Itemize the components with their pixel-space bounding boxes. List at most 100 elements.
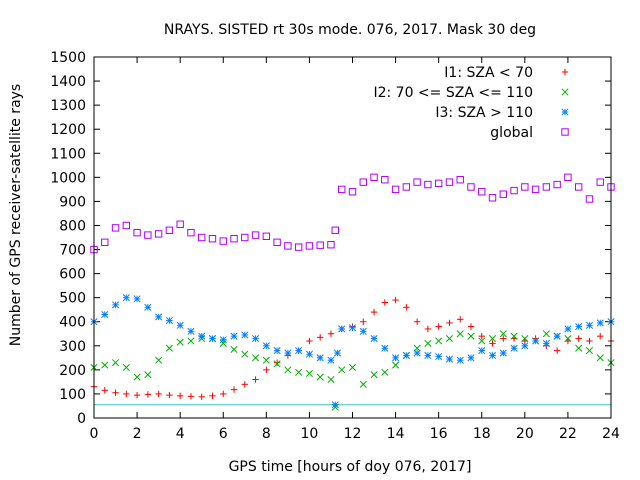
x-tick-label: 6 [219,426,228,442]
series-3 [90,294,615,409]
star-marker [435,353,443,361]
star-marker [219,336,227,344]
cross-marker [230,345,238,353]
cross-marker [187,337,195,345]
square-marker [553,180,561,189]
star-marker [305,350,313,358]
star-marker [553,332,561,340]
square-marker [585,195,594,203]
x-tick-label: 4 [176,426,185,442]
star-marker [413,349,421,357]
plus-marker [575,335,582,342]
y-tick-label: 0 [77,411,86,427]
x-tick-label: 12 [344,426,362,442]
cross-marker [392,361,400,369]
plus-marker [252,376,259,383]
cross-marker [101,361,109,369]
plus-marker [457,316,464,323]
square-marker [478,188,486,196]
plus-marker [306,337,313,345]
y-tick-label: 200 [59,363,86,379]
cross-marker [295,368,303,376]
plus-marker [155,390,162,398]
cross-marker [521,335,529,343]
star-marker [381,344,389,352]
plus-marker [166,391,173,399]
y-tick-label: 400 [59,315,86,331]
x-tick-label: 14 [387,426,405,442]
square-marker [101,238,109,247]
plus-marker [263,366,270,374]
legend-label: I1: SZA < 70 [444,65,533,81]
axis-ticks [93,56,612,419]
plus-marker [230,386,238,393]
plus-marker [209,392,216,400]
square-marker [574,183,583,191]
square-marker [359,178,367,186]
cross-marker [424,339,432,347]
x-tick-label: 22 [559,426,577,442]
cross-marker [456,330,464,338]
cross-marker [338,366,346,374]
square-marker [154,230,163,238]
series-layer [90,173,615,411]
star-marker [333,349,341,357]
star-marker [338,325,346,333]
cross-marker [435,337,443,345]
star-marker [273,347,281,355]
cross-marker [585,347,594,355]
y-tick-label: 1400 [50,74,86,90]
square-marker [316,241,324,249]
cross-marker [327,375,335,384]
star-marker [111,301,120,309]
star-marker [564,325,572,333]
cross-marker [284,366,292,374]
square-marker [402,183,411,191]
cross-marker [262,356,270,364]
star-marker [241,331,249,339]
square-marker [467,183,475,191]
plus-marker [500,335,507,342]
cross-marker [478,337,486,345]
star-marker [187,327,195,335]
star-marker [331,401,339,409]
star-marker [295,347,303,355]
star-marker [101,310,109,319]
square-marker [262,232,271,240]
plus-marker [586,337,593,345]
star-marker [488,351,497,359]
star-marker [348,324,357,332]
x-axis-label: GPS time [hours of doy 076, 2017] [229,459,472,475]
cross-marker [122,363,130,372]
cross-marker [445,335,453,343]
plus-marker [597,332,604,340]
cross-marker [348,363,357,372]
star-marker [402,351,410,359]
star-marker [585,321,594,329]
square-marker [187,228,195,237]
square-marker [499,190,507,198]
plus-marker [198,393,205,401]
series-4 [90,173,615,254]
x-tick-label: 10 [301,426,319,442]
plus-marker [424,325,432,333]
square-marker [338,185,346,194]
cross-marker [467,332,475,340]
y-tick-label: 500 [59,291,86,307]
plus-marker [187,393,195,400]
star-marker [542,339,550,347]
star-marker [532,337,540,345]
square-marker [510,186,518,195]
star-marker [133,295,141,303]
star-marker [575,322,583,331]
legend-square-marker [561,128,569,136]
plus-marker [478,332,485,340]
star-marker [467,354,475,362]
square-marker [111,224,120,232]
cross-marker [252,354,260,362]
legend-plus-marker [561,68,569,76]
plus-marker [489,340,496,347]
star-marker [316,354,324,362]
legend: I1: SZA < 70 I2: 70 <= SZA <= 110 I3: SZA … [373,65,569,141]
y-tick-label: 1500 [50,50,86,66]
